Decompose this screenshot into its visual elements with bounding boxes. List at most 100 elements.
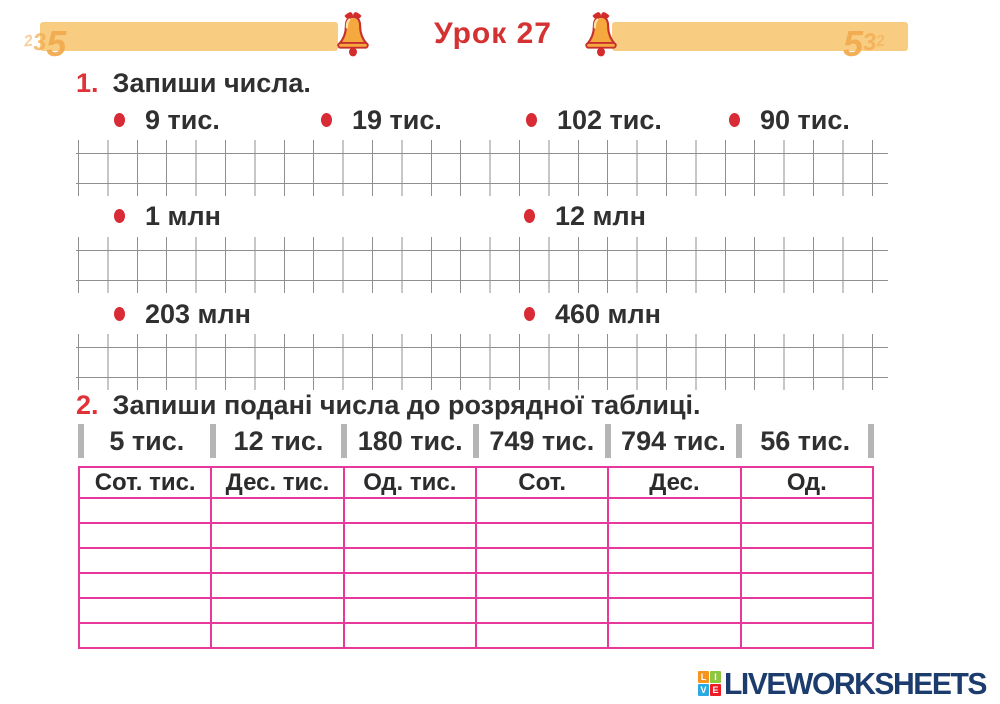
table-cell[interactable] [77,547,213,574]
table-cell[interactable] [474,572,610,599]
table-cell[interactable] [210,522,345,549]
exercise1-item-row-1: 9 тис. 19 тис. 102 тис. 90 тис. [0,102,1000,138]
list-item: 203 млн [114,296,251,332]
table-cell[interactable] [342,547,477,574]
exercise2-heading: 2. Запиши подані числа до розрядної табли… [76,390,701,421]
given-number: 749 тис. [473,424,605,458]
table-cell[interactable] [607,572,742,599]
list-item: 1 млн [114,198,221,234]
place-value-table: Сот. тис. Дес. тис. Од. тис. Сот. Дес. О… [77,466,875,649]
table-cell[interactable] [210,572,345,599]
table-cell[interactable] [77,497,213,524]
table-cell[interactable] [474,497,610,524]
grid-vertical-lines [78,334,888,390]
table-cell[interactable] [607,497,742,524]
table-row [77,597,875,624]
list-item: 102 тис. [526,102,662,138]
bell-icon [336,12,370,57]
table-cell[interactable] [77,522,213,549]
table-cell[interactable] [77,597,213,624]
table-cell[interactable] [342,497,477,524]
table-cell[interactable] [210,622,345,649]
answer-grid-3[interactable] [68,334,890,390]
grid-horizontal-line [76,377,888,378]
grid-vertical-lines [78,237,888,293]
table-cell[interactable] [739,597,875,624]
table-row [77,572,875,599]
list-item: 9 тис. [114,102,220,138]
item-label: 1 млн [145,200,221,231]
table-cell[interactable] [342,597,477,624]
item-label: 460 млн [555,298,661,329]
table-cell[interactable] [607,522,742,549]
banner-bar-right [612,22,908,51]
given-number: 5 тис. [78,424,210,458]
table-cell[interactable] [342,622,477,649]
exercise1-heading: 1. Запиши числа. [76,68,311,99]
list-item: 460 млн [524,296,661,332]
table-cell[interactable] [342,572,477,599]
table-cell[interactable] [77,572,213,599]
table-cell[interactable] [474,622,610,649]
grid-horizontal-line [76,183,888,184]
item-label: 203 млн [145,298,251,329]
given-number: 56 тис. [736,424,868,458]
item-label: 9 тис. [145,104,220,135]
table-row [77,497,875,524]
exercise1-number: 1. [76,68,99,98]
table-row [77,547,875,574]
table-cell[interactable] [607,622,742,649]
grid-horizontal-line [76,347,888,348]
bullet-icon [729,113,740,127]
exercise1-item-row-3: 203 млн 460 млн [0,296,1000,332]
column-header: Од. тис. [342,466,477,499]
table-cell[interactable] [739,572,875,599]
exercise1-item-row-2: 1 млн 12 млн [0,198,1000,234]
answer-grid-2[interactable] [68,237,890,293]
table-cell[interactable] [210,497,345,524]
table-cell[interactable] [474,597,610,624]
grid-horizontal-line [76,280,888,281]
table-cell[interactable] [607,597,742,624]
bullet-icon [524,307,535,321]
table-cell[interactable] [739,622,875,649]
given-number: 12 тис. [209,424,342,458]
liveworksheets-logo[interactable]: L I V E LIVEWORKSHEETS [698,666,994,702]
item-label: 90 тис. [760,104,850,135]
list-item: 12 млн [524,198,646,234]
column-header: Сот. тис. [77,466,213,499]
item-label: 102 тис. [557,104,662,135]
table-cell[interactable] [474,522,610,549]
exercise1-title: Запиши числа. [112,68,311,98]
table-cell[interactable] [210,547,345,574]
table-cell[interactable] [739,497,875,524]
banner-bar-left [40,22,338,51]
bell-icon [584,12,618,57]
answer-grid-1[interactable] [68,140,890,196]
grid-vertical-lines [78,140,888,196]
table-cell[interactable] [77,622,213,649]
given-number: 180 тис. [341,424,473,458]
list-item: 90 тис. [729,102,850,138]
page-title: Урок 27 [434,17,552,50]
column-header: Од. [739,466,875,499]
table-row [77,622,875,649]
table-cell[interactable] [739,522,875,549]
given-numbers-row: 5 тис. 12 тис. 180 тис. 749 тис. 794 тис… [78,424,874,458]
grid-horizontal-line [76,250,888,251]
grid-horizontal-line [76,153,888,154]
bullet-icon [114,113,125,127]
bullet-icon [524,209,535,223]
item-label: 19 тис. [352,104,442,135]
column-header: Дес. [607,466,742,499]
decorative-numbers-left: 235 [22,23,67,64]
table-cell[interactable] [739,547,875,574]
table-cell[interactable] [474,547,610,574]
table-cell[interactable] [607,547,742,574]
column-header: Сот. [474,466,610,499]
table-cell[interactable] [210,597,345,624]
table-cell[interactable] [342,522,477,549]
bullet-icon [114,209,125,223]
list-item: 19 тис. [321,102,442,138]
